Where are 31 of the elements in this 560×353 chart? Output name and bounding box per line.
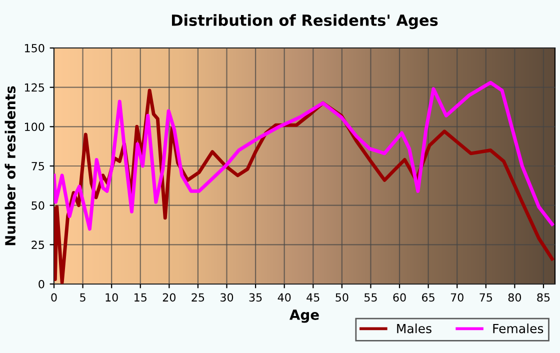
x-tick-label: 25	[192, 293, 204, 302]
x-tick-label: 40	[278, 293, 291, 302]
x-tick-label: 80	[508, 293, 522, 302]
y-tick-label: 25	[32, 240, 44, 250]
x-tick-label: 35	[249, 293, 262, 302]
x-tick-label: 10	[106, 293, 118, 302]
x-tick-label: 50	[336, 293, 348, 302]
x-tick-label: 5	[80, 293, 86, 302]
y-tick-label: 0	[38, 280, 44, 288]
x-tick-label: 65	[422, 293, 434, 302]
x-tick-label: 85	[537, 293, 550, 302]
legend-label: Females	[493, 324, 544, 334]
y-tick-label: 75	[32, 162, 44, 170]
y-tick-label: 100	[24, 122, 44, 132]
y-axis-title: Number of residents	[4, 86, 16, 246]
x-tick-label: 60	[393, 293, 406, 302]
x-tick-label: 15	[134, 293, 146, 302]
x-tick-label: 30	[220, 293, 234, 302]
x-tick-label: 75	[480, 293, 492, 302]
x-tick-label: 45	[306, 293, 320, 302]
legend-label: Males	[397, 324, 432, 334]
x-tick-label: 20	[162, 293, 176, 302]
y-tick-label: 50	[32, 201, 44, 210]
y-tick-label: 125	[24, 83, 44, 92]
chart-title: Distribution of Residents' Ages	[172, 14, 438, 30]
x-axis-title: Age	[290, 310, 319, 323]
x-tick-label: 55	[364, 293, 377, 302]
x-tick-label: 0	[51, 293, 57, 302]
line-series	[54, 80, 554, 231]
x-tick-label: 70	[450, 293, 464, 302]
y-tick-label: 150	[24, 44, 44, 52]
